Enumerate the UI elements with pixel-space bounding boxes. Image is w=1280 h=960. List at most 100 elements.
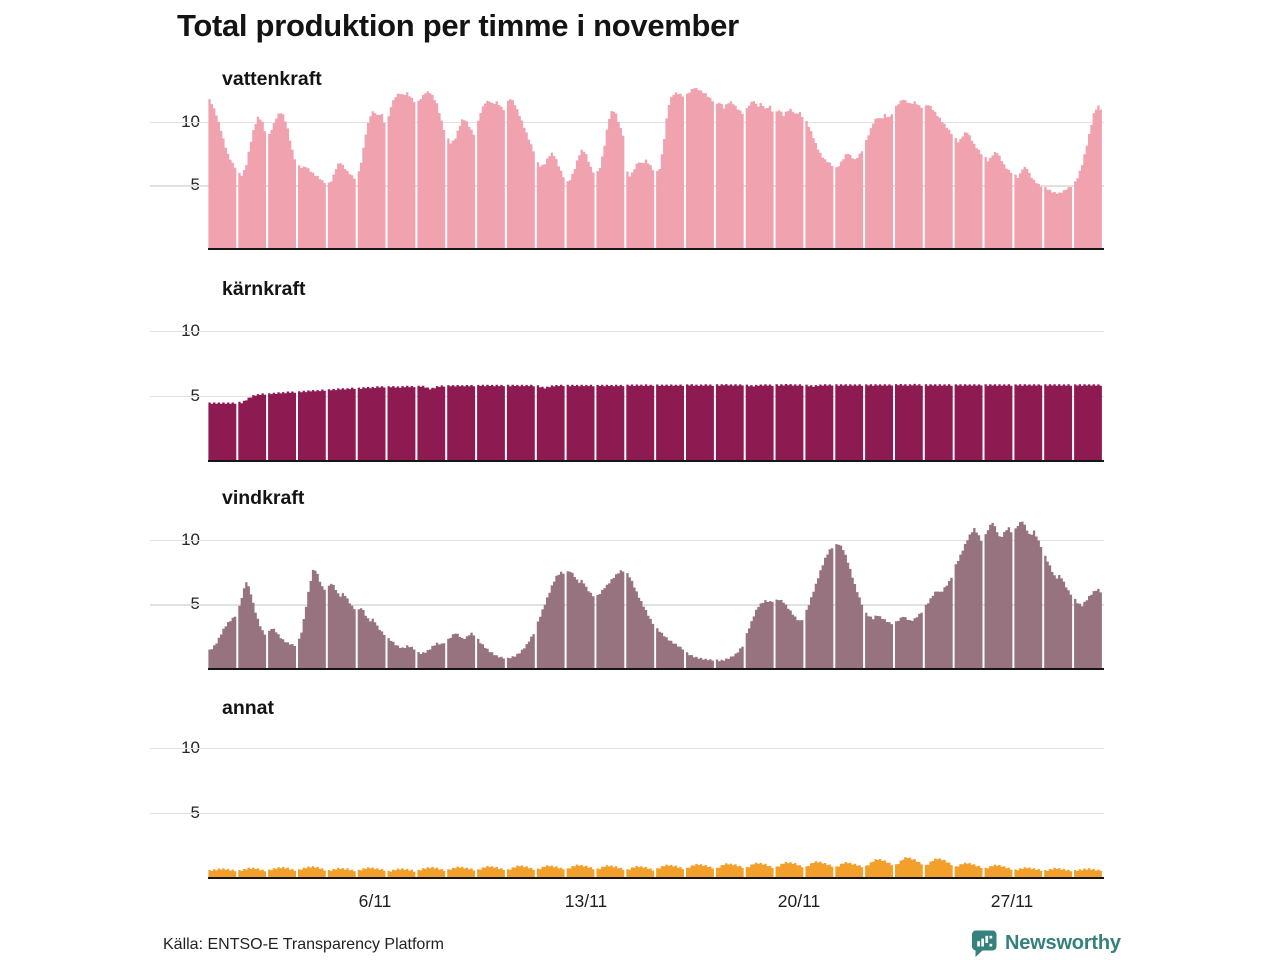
day-column-vattenkraft [895,99,923,249]
panel-label-karnkraft: kärnkraft [222,278,306,300]
day-column-kärnkraft [686,384,714,461]
day-column-vindkraft [417,642,446,669]
day-column-kärnkraft [268,391,296,461]
day-column-vattenkraft [656,92,684,249]
day-column-vindkraft [1044,555,1073,669]
day-column-vindkraft [626,573,655,669]
day-column-vattenkraft [238,116,267,249]
day-column-annat [238,867,267,878]
day-column-kärnkraft [745,384,774,461]
xtick-label: 6/11 [358,891,392,911]
day-column-annat [895,857,923,878]
day-column-annat [387,868,416,878]
day-column-kärnkraft [506,384,535,461]
panel-label-vindkraft: vindkraft [222,487,305,509]
gridline [150,747,1104,749]
day-column-annat [656,864,684,878]
day-column-annat [835,862,864,878]
day-column-vindkraft [715,646,744,669]
day-column-vattenkraft [865,114,893,249]
day-column-kärnkraft [1044,384,1073,461]
day-column-vindkraft [477,638,505,669]
x-axis-line [208,667,1104,670]
area-plot-karnkraft [208,286,1104,461]
day-column-vattenkraft [924,105,953,249]
day-column-kärnkraft [327,387,356,461]
day-column-annat [417,866,446,878]
day-column-annat [1074,868,1102,878]
day-column-annat [566,864,595,878]
brand-logo: Newsworthy [971,929,1121,957]
day-column-kärnkraft [775,384,804,461]
day-column-vindkraft [805,548,834,669]
day-column-vattenkraft [268,113,296,249]
day-column-vindkraft [357,608,386,669]
day-column-kärnkraft [924,384,953,461]
day-column-vattenkraft [447,119,476,249]
day-column-vattenkraft [715,101,744,249]
day-column-kärnkraft [298,389,326,461]
day-column-annat [268,866,296,878]
day-column-vattenkraft [984,152,1013,249]
day-column-annat [686,863,714,878]
day-column-vindkraft [506,634,535,669]
day-column-kärnkraft [984,384,1013,461]
day-column-vattenkraft [208,99,237,249]
day-column-vattenkraft [477,100,505,249]
day-column-vindkraft [865,612,893,669]
day-column-vindkraft [238,582,267,669]
day-column-kärnkraft [835,384,864,461]
day-column-vindkraft [954,528,983,669]
day-column-vattenkraft [596,111,625,249]
day-column-vattenkraft [387,92,416,249]
gridline [150,539,1104,541]
day-column-vattenkraft [626,159,655,249]
day-column-vindkraft [447,632,476,669]
day-column-kärnkraft [417,385,446,461]
day-column-vindkraft [656,628,684,669]
day-column-kärnkraft [357,386,386,461]
day-column-kärnkraft [895,383,923,461]
area-plot-vattenkraft [208,74,1104,249]
day-column-annat [506,865,535,878]
day-column-vattenkraft [1074,105,1102,249]
day-column-vindkraft [566,571,595,669]
day-column-kärnkraft [805,384,834,461]
x-axis-line [208,876,1104,879]
day-column-vattenkraft [1014,166,1043,249]
day-column-annat [1044,867,1073,878]
day-column-vindkraft [536,571,565,669]
xtick-label: 13/11 [564,891,608,911]
xtick-label: 20/11 [777,891,821,911]
day-column-kärnkraft [626,384,655,461]
day-column-annat [327,867,356,878]
day-column-vindkraft [387,638,416,669]
day-column-vindkraft [745,600,774,669]
gridline [150,121,1104,123]
day-column-vindkraft [895,612,923,669]
day-column-kärnkraft [238,393,267,461]
day-column-annat [775,862,804,878]
day-column-kärnkraft [865,384,893,461]
day-column-vindkraft [924,577,953,669]
newsworthy-logo-icon [971,930,997,957]
day-column-vattenkraft [327,163,356,249]
x-axis-line [208,459,1104,462]
day-column-vindkraft [208,616,237,669]
day-column-vattenkraft [686,87,714,249]
day-column-annat [357,867,386,878]
gridline [150,330,1104,332]
day-column-vattenkraft [357,111,386,249]
day-column-annat [954,862,983,878]
day-column-annat [298,866,326,878]
gridline [150,812,1104,814]
day-column-kärnkraft [656,384,684,461]
day-column-vindkraft [298,569,326,669]
ytick-label: 5 [154,175,200,195]
day-column-vindkraft [327,583,356,669]
day-column-annat [715,863,744,878]
day-column-vindkraft [1074,588,1102,669]
day-column-kärnkraft [387,385,416,461]
day-column-kärnkraft [536,384,565,461]
